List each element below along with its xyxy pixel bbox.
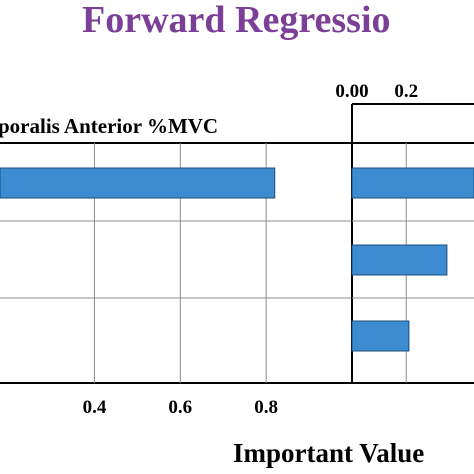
right-tick-label: 0.2 xyxy=(394,81,418,102)
left-tick-label: 0.8 xyxy=(254,397,278,418)
left-tick-label: 0.6 xyxy=(168,397,192,418)
left-panel: poralis Anterior %MVC 0.4 0.6 0.8 xyxy=(0,114,352,418)
left-panel-tick-labels: 0.4 0.6 0.8 xyxy=(83,397,278,418)
right-panel-tick-labels: 0.00 0.2 xyxy=(335,81,418,102)
right-bar xyxy=(351,320,410,352)
left-panel-bars xyxy=(0,167,276,199)
right-bar xyxy=(351,244,448,276)
right-bar xyxy=(351,167,474,199)
left-bar xyxy=(0,167,276,199)
right-tick-label: 0.00 xyxy=(335,81,368,102)
right-panel-bars xyxy=(351,167,474,352)
right-panel: 0.00 0.2 xyxy=(335,81,474,384)
x-axis-label: Important Value xyxy=(233,438,424,468)
chart-title: Forward Regressio xyxy=(82,0,391,41)
left-panel-title: poralis Anterior %MVC xyxy=(0,114,218,138)
left-tick-label: 0.4 xyxy=(83,397,107,418)
